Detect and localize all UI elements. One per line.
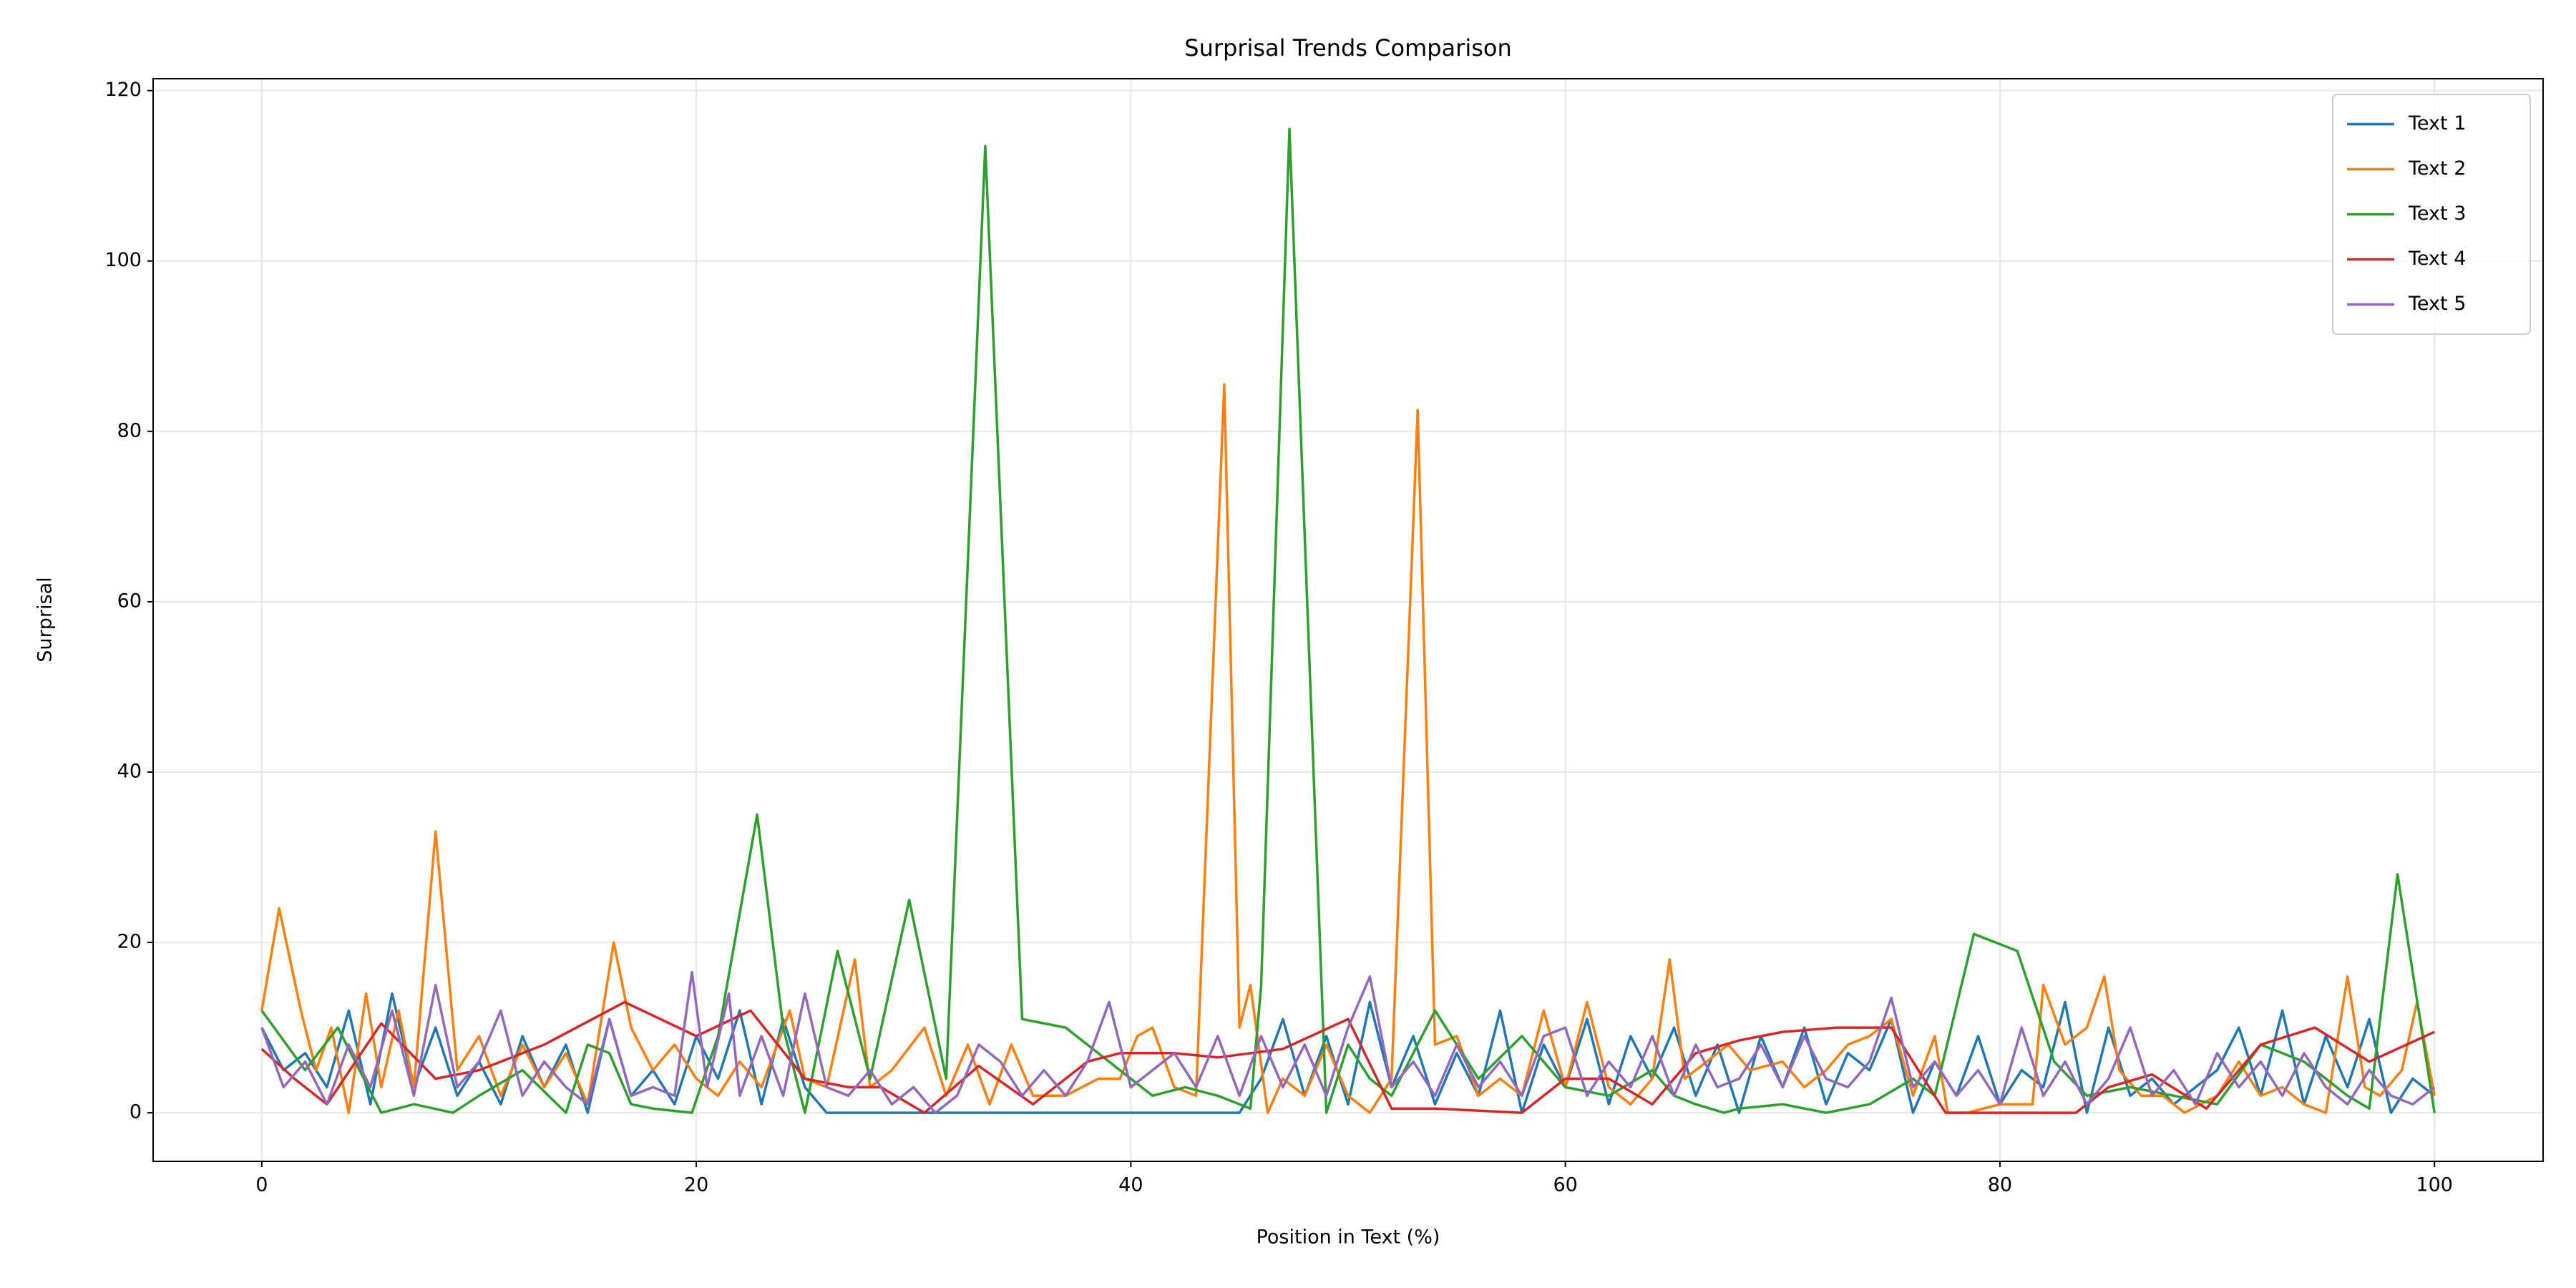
legend-label: Text 2 (2408, 157, 2466, 180)
x-tick-label: 40 (1118, 1174, 1143, 1196)
series-line (260, 970, 2436, 1114)
legend-label: Text 5 (2408, 293, 2466, 315)
x-tick-label: 60 (1553, 1174, 1577, 1196)
legend-box (2332, 94, 2531, 335)
y-tick-label: 20 (117, 931, 142, 953)
x-axis-label: Position in Text (%) (1257, 1226, 1440, 1249)
series-line (260, 127, 2436, 1114)
series-line (260, 383, 2436, 1114)
y-tick-label: 80 (117, 419, 142, 441)
legend-label: Text 3 (2408, 203, 2466, 225)
legend-label: Text 4 (2408, 248, 2466, 270)
y-tick-label: 40 (117, 760, 142, 782)
y-tick-label: 100 (104, 249, 142, 271)
y-axis-label: Surprisal (34, 577, 57, 662)
y-tick-label: 120 (104, 79, 142, 101)
x-tick-label: 100 (2416, 1174, 2453, 1196)
plot-frame (152, 78, 2544, 1162)
chart-title: Surprisal Trends Comparison (1184, 34, 1511, 62)
x-tick-label: 20 (684, 1174, 708, 1196)
y-tick-label: 0 (130, 1101, 142, 1123)
x-tick-label: 0 (255, 1174, 268, 1196)
legend-label: Text 1 (2408, 112, 2466, 135)
y-tick-label: 60 (117, 590, 142, 612)
x-tick-label: 80 (1988, 1174, 2012, 1196)
series-line (260, 1000, 2435, 1114)
